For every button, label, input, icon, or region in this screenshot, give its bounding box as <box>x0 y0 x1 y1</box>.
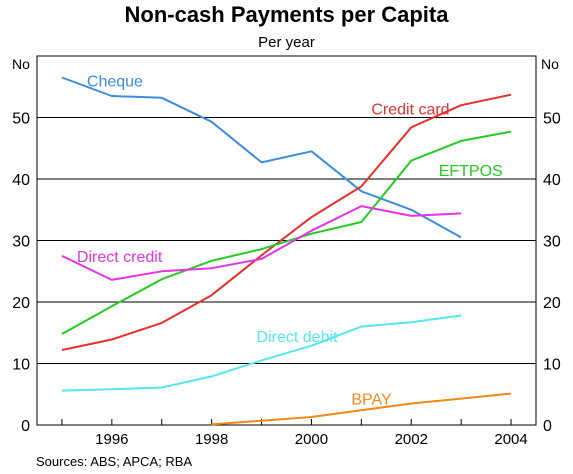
x-tick-label: 2004 <box>494 431 527 448</box>
series-label: BPAY <box>351 392 392 409</box>
y-tick-label-right: 0 <box>543 418 552 435</box>
y-axis-unit-right: No <box>541 56 559 72</box>
series-label: Direct debit <box>257 329 338 346</box>
x-tick-label: 2002 <box>395 431 428 448</box>
y-tick-label-left: 0 <box>21 418 30 435</box>
series-label: Credit card <box>371 101 449 118</box>
y-tick-label-left: 40 <box>12 172 30 189</box>
series-line <box>61 130 512 335</box>
y-tick-label-left: 10 <box>12 357 30 374</box>
axis-ticks: 0 0 10 10 20 20 30 30 40 40 50 50 1996 1998 2000 2002 20… <box>12 111 561 449</box>
x-tick-label: 1998 <box>195 431 228 448</box>
series-line <box>61 314 462 392</box>
y-tick-label-right: 30 <box>543 234 561 251</box>
series-line <box>211 392 512 426</box>
series-label: EFTPOS <box>439 163 503 180</box>
chart-subtitle: Per year <box>258 34 315 51</box>
y-tick-label-left: 20 <box>12 295 30 312</box>
y-tick-label-right: 10 <box>543 357 561 374</box>
series-label: Cheque <box>87 74 143 91</box>
series-labels: Cheque Credit card EFTPOS Direct credit Dire… <box>77 74 503 409</box>
y-tick-label-right: 20 <box>543 295 561 312</box>
x-tick-label: 2000 <box>295 431 328 448</box>
series-line <box>61 76 462 239</box>
series-line <box>61 205 462 281</box>
series-line <box>61 93 512 351</box>
series-lines <box>61 76 512 426</box>
y-tick-label-right: 40 <box>543 172 561 189</box>
y-tick-label-right: 50 <box>543 111 561 128</box>
y-tick-label-left: 30 <box>12 234 30 251</box>
chart-title: Non-cash Payments per Capita <box>124 2 449 27</box>
source-note: Sources: ABS; APCA; RBA <box>36 454 193 469</box>
x-tick-label: 1996 <box>95 431 128 448</box>
y-axis-unit-left: No <box>12 56 30 72</box>
y-tick-label-left: 50 <box>12 111 30 128</box>
series-label: Direct credit <box>77 249 163 266</box>
